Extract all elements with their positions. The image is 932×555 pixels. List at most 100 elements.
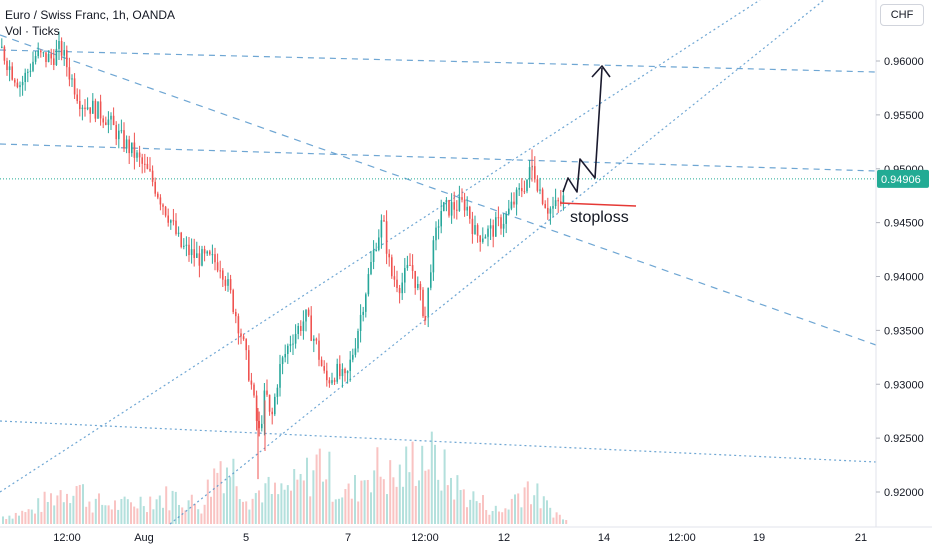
volume-bar <box>62 502 65 524</box>
candle-body <box>326 370 328 381</box>
candle-body <box>227 279 229 286</box>
candle-body <box>401 282 403 294</box>
candle-body <box>492 225 494 237</box>
candle-body <box>97 101 99 119</box>
volume-bar <box>235 486 238 524</box>
candle-body <box>500 217 502 229</box>
volume-bar <box>542 496 545 524</box>
volume-bar <box>370 492 372 524</box>
candle-body <box>482 238 484 242</box>
trendline-resistance-top[interactable] <box>0 49 877 73</box>
trendline-descending[interactable] <box>0 34 877 346</box>
volume-bar <box>24 512 27 524</box>
trendline-resistance-mid[interactable] <box>0 143 877 172</box>
last-price-label: 0.94906 <box>881 174 921 186</box>
candle-body <box>76 94 78 101</box>
channel-line-upper[interactable] <box>0 0 761 493</box>
volume-bar <box>187 500 190 524</box>
candle-body <box>110 115 112 120</box>
volume-bar <box>517 493 520 524</box>
candle-body <box>209 251 211 255</box>
volume-bar <box>280 483 283 524</box>
volume-bar <box>478 502 481 524</box>
volume-bar <box>389 460 392 524</box>
candle-body <box>125 139 128 149</box>
candle-body <box>562 195 565 203</box>
candle-body <box>79 100 81 110</box>
volume-bar <box>11 518 14 524</box>
candle-body <box>1 46 3 49</box>
stoploss-line[interactable] <box>559 202 637 207</box>
price-tick-label: 0.94500 <box>884 218 924 230</box>
time-tick-label: 12:00 <box>668 532 696 544</box>
trendline-support-bottom[interactable] <box>0 420 877 463</box>
volume-bar <box>424 470 427 524</box>
volume-bar <box>267 476 270 524</box>
candle-body <box>318 340 320 360</box>
candle-body <box>45 52 47 63</box>
candle-body <box>177 232 180 234</box>
stoploss-label: stoploss <box>570 209 629 226</box>
projection-path[interactable] <box>562 67 603 193</box>
candle-body <box>354 348 357 355</box>
volume-bar <box>498 511 500 524</box>
candle-body <box>323 366 325 371</box>
volume-bar <box>373 470 376 524</box>
candle-body <box>263 390 266 424</box>
volume-bar <box>139 496 142 524</box>
price-tick-label: 0.92500 <box>884 433 924 445</box>
volume-bar <box>123 496 126 524</box>
candle-body <box>92 100 94 114</box>
volume-bar <box>190 494 193 524</box>
volume-bar <box>293 469 296 524</box>
volume-bar <box>302 480 305 524</box>
currency-button[interactable]: CHF <box>880 4 924 26</box>
candle-body <box>167 215 169 223</box>
candle-body <box>60 40 63 56</box>
volume-bar <box>421 445 424 524</box>
volume-bar <box>286 485 289 524</box>
candle-body <box>146 163 149 169</box>
volume-bar <box>162 507 164 524</box>
candle-body <box>271 411 273 415</box>
volume-bar <box>27 509 30 524</box>
volume-bar <box>171 490 174 524</box>
volume-bar <box>94 498 97 524</box>
candle-body <box>190 249 193 256</box>
candle-body <box>235 311 237 317</box>
candle-body <box>388 253 390 258</box>
chart-title: Euro / Swiss Franc, 1h, OANDA <box>5 8 176 22</box>
candle-body <box>445 200 448 203</box>
volume-bar <box>219 461 222 524</box>
candle-body <box>385 221 388 254</box>
volume-bar <box>146 512 148 524</box>
candle-body <box>443 202 445 212</box>
candle-body <box>102 118 104 123</box>
volume-indicator-label[interactable]: Vol · Ticks <box>5 24 60 38</box>
candle-body <box>349 359 351 371</box>
candle-body <box>219 270 221 272</box>
time-tick-label: 21 <box>855 532 867 544</box>
candle-body <box>536 179 539 191</box>
candle-body <box>68 67 71 80</box>
volume-bar <box>59 490 62 524</box>
candle-body <box>159 197 162 205</box>
candle-body <box>313 338 315 341</box>
candle-body <box>149 168 151 171</box>
candle-body <box>144 163 146 165</box>
candle-body <box>154 181 156 194</box>
volume-bar <box>472 491 475 524</box>
candle-body <box>151 170 154 182</box>
candle-body <box>378 237 380 250</box>
volume-bar <box>222 493 225 524</box>
time-tick-label: 7 <box>345 532 351 544</box>
volume-bar <box>206 479 209 524</box>
candle-body <box>393 276 396 280</box>
volume-bar <box>75 486 78 524</box>
volume-bar <box>411 441 414 524</box>
volume-bar <box>306 457 308 524</box>
channel-line-lower[interactable] <box>169 0 825 525</box>
candle-body <box>414 270 416 288</box>
